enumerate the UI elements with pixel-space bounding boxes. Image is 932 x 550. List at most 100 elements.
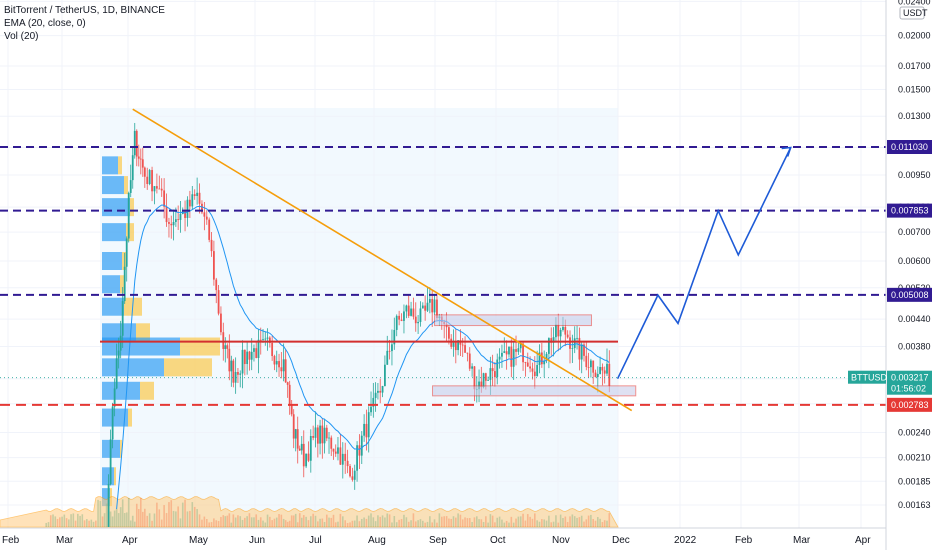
candle-body	[168, 222, 170, 224]
candle-body	[212, 251, 215, 280]
candle-body	[374, 392, 377, 398]
x-tick-label: Mar	[56, 535, 74, 546]
candle-body	[360, 435, 363, 456]
price-level-tag	[887, 203, 932, 218]
y-tick-label: 0.00185	[898, 476, 931, 486]
candle-body	[461, 344, 464, 346]
candle-body	[119, 335, 122, 351]
candle-body	[473, 366, 476, 390]
volume-profile-buy	[102, 275, 120, 294]
support-resistance-zone	[434, 314, 592, 327]
y-tick-label: 0.00600	[898, 256, 931, 266]
candle-body	[307, 453, 310, 461]
x-tick-label: Apr	[122, 535, 138, 546]
candle-body	[230, 360, 233, 372]
candle-body	[155, 186, 158, 189]
price-level-tag	[887, 397, 932, 412]
candle-body	[526, 362, 529, 367]
candle-body	[566, 334, 569, 338]
candle-body	[346, 460, 349, 467]
candle-body	[519, 343, 522, 349]
candle-body	[594, 372, 597, 378]
candle-body	[412, 308, 415, 317]
candle-body	[510, 346, 513, 367]
candle-body	[468, 353, 471, 369]
candle-body	[129, 180, 132, 193]
volume-profile-buy	[102, 467, 114, 486]
y-tick-label: 0.00440	[898, 314, 931, 324]
y-tick-label: 0.00240	[898, 428, 931, 438]
candle-body	[592, 360, 595, 373]
candle-body	[174, 219, 177, 222]
candle-body	[284, 359, 287, 383]
y-tick-label: 0.00380	[898, 342, 931, 352]
candle-body	[448, 327, 450, 339]
candle-body	[172, 221, 175, 226]
candle-body	[580, 344, 583, 360]
volume-profile-sell	[126, 223, 134, 242]
y-tick-label: 0.01300	[898, 111, 931, 121]
candle-body	[133, 130, 136, 156]
candle-body	[300, 443, 303, 451]
candle-body	[296, 429, 299, 449]
currency-badge	[899, 6, 925, 20]
candle-body	[163, 190, 166, 207]
candle-body	[576, 337, 578, 339]
candle-body	[395, 315, 398, 330]
y-tick-label: 0.02400	[898, 0, 931, 6]
candle-body	[125, 238, 128, 267]
volume-profile-buy	[102, 251, 122, 270]
candle-body	[148, 170, 151, 185]
candle-body	[323, 427, 326, 444]
candle-body	[253, 348, 255, 352]
volume-profile-sell	[136, 323, 150, 342]
ema-line	[116, 204, 610, 510]
candle-body	[522, 343, 524, 363]
candle-body	[505, 351, 508, 355]
candle-body	[314, 427, 317, 438]
volume-profile-sell	[128, 408, 132, 427]
candle-body	[259, 339, 262, 341]
support-resistance-zone	[432, 385, 637, 397]
candle-body	[405, 305, 408, 312]
volume-profile-buy	[102, 297, 124, 316]
candle-body	[278, 361, 280, 368]
ticker-tag	[848, 370, 886, 384]
y-tick-label: 0.00950	[898, 170, 931, 180]
candle-body	[407, 305, 410, 316]
candle-body	[529, 366, 532, 369]
candle-body	[196, 192, 199, 196]
candle-body	[264, 338, 267, 340]
x-tick-label: Dec	[612, 535, 630, 546]
candle-body	[482, 373, 485, 388]
candle-body	[384, 364, 386, 387]
candle-body	[569, 337, 571, 349]
candle-body	[337, 447, 339, 454]
volume-profile-buy	[102, 488, 110, 507]
candle-body	[234, 371, 237, 383]
candle-body	[151, 170, 153, 192]
candle-body	[127, 192, 130, 239]
candle-body	[325, 427, 328, 439]
candle-body	[372, 397, 375, 407]
candle-body	[271, 342, 274, 357]
candle-body	[403, 311, 405, 321]
candle-body	[143, 167, 146, 177]
candle-body	[257, 339, 260, 358]
candle-body	[141, 159, 144, 168]
candle-body	[290, 404, 293, 415]
candle-body	[540, 352, 543, 365]
candle-body	[226, 345, 229, 349]
candle-body	[536, 365, 539, 377]
candle-body	[316, 427, 319, 444]
volume-profile-buy	[102, 408, 128, 427]
projection-path	[616, 147, 792, 380]
candle-body	[158, 188, 161, 190]
candle-body	[533, 371, 536, 377]
candle-body	[365, 423, 368, 438]
volume-ma-area	[0, 496, 619, 528]
candle-body	[606, 363, 608, 374]
candle-body	[288, 384, 291, 405]
candle-body	[571, 348, 574, 349]
